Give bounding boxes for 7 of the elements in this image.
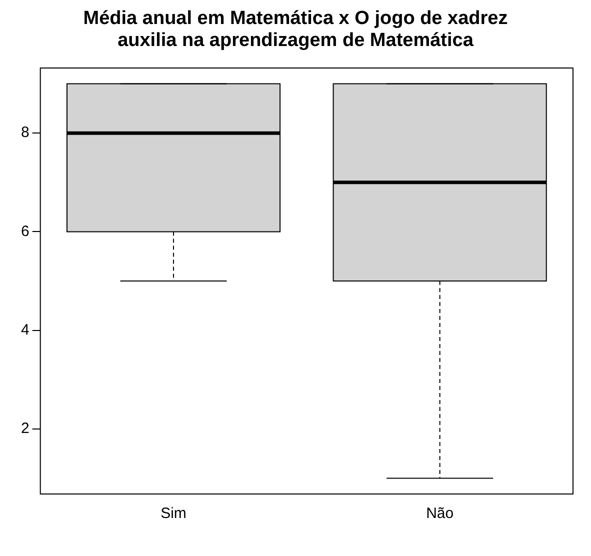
y-tick-label: 6 xyxy=(21,222,30,240)
y-tick-label: 2 xyxy=(21,420,30,438)
chart-title: Média anual em Matemática x O jogo de xadrez auxilia na aprendizagem de Matemática xyxy=(82,8,509,52)
y-tick-label: 8 xyxy=(21,124,30,142)
x-tick-label: Sim xyxy=(160,505,186,522)
y-tick-label: 4 xyxy=(21,321,30,338)
x-tick-label: Não xyxy=(426,505,454,522)
